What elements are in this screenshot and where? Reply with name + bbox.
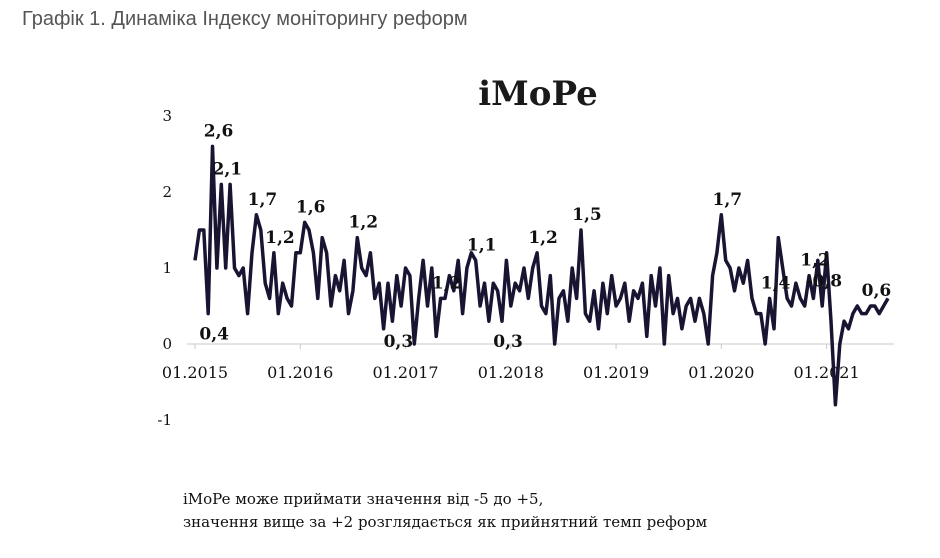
data-label: 2,1 bbox=[213, 159, 243, 179]
data-label: 1,2 bbox=[800, 251, 830, 271]
data-label: 2,6 bbox=[204, 121, 234, 141]
note-line-1: iMoPe може приймати значення від -5 до +… bbox=[183, 490, 544, 508]
note-line-2: значення вище за +2 розглядається як при… bbox=[183, 513, 708, 531]
data-label: 0,6 bbox=[862, 281, 892, 301]
x-tick-label: 01.2019 bbox=[583, 363, 649, 382]
y-tick-label: 1 bbox=[162, 259, 172, 277]
data-labels: 2,62,10,41,71,21,61,20,31,21,10,31,21,51… bbox=[199, 121, 891, 352]
data-label: 0,3 bbox=[384, 332, 414, 352]
figure-caption: Графік 1. Динаміка Індексу моніторингу р… bbox=[22, 8, 468, 30]
series-line bbox=[193, 144, 890, 407]
x-tick-label: 01.2021 bbox=[794, 363, 860, 382]
x-tick-label: 01.2016 bbox=[267, 363, 333, 382]
data-label: 1,5 bbox=[572, 205, 602, 225]
data-label: 1,7 bbox=[248, 190, 278, 210]
x-axis-labels: 01.2015 01.2016 01.2017 01.2018 01.2019 01.20… bbox=[162, 363, 860, 382]
data-label: 1,2 bbox=[528, 228, 558, 248]
x-tick-label: 01.2015 bbox=[162, 363, 228, 382]
data-label: 0,3 bbox=[493, 332, 523, 352]
x-tick-label: 01.2018 bbox=[478, 363, 544, 382]
y-tick-label: -1 bbox=[157, 411, 172, 429]
data-label: 1,1 bbox=[467, 235, 497, 255]
data-label: 1,7 bbox=[713, 190, 743, 210]
data-label: 1,2 bbox=[432, 273, 462, 293]
x-tick-label: 01.2017 bbox=[372, 363, 438, 382]
x-tick-label: 01.2020 bbox=[688, 363, 754, 382]
data-label: 0,4 bbox=[199, 325, 229, 345]
y-tick-label: 0 bbox=[162, 335, 172, 353]
data-label: 1,2 bbox=[348, 213, 378, 233]
y-axis-labels: -1 0 1 2 3 bbox=[157, 107, 172, 429]
y-tick-label: 2 bbox=[162, 183, 172, 201]
y-tick-label: 3 bbox=[162, 107, 172, 125]
data-label: 1,6 bbox=[296, 197, 326, 217]
x-axis-ticks bbox=[194, 344, 828, 349]
data-label: 1,2 bbox=[265, 228, 295, 248]
chart-title: iMoPe bbox=[478, 74, 598, 114]
data-label: -0,8 bbox=[806, 271, 843, 291]
data-label: 1,4 bbox=[761, 273, 791, 293]
